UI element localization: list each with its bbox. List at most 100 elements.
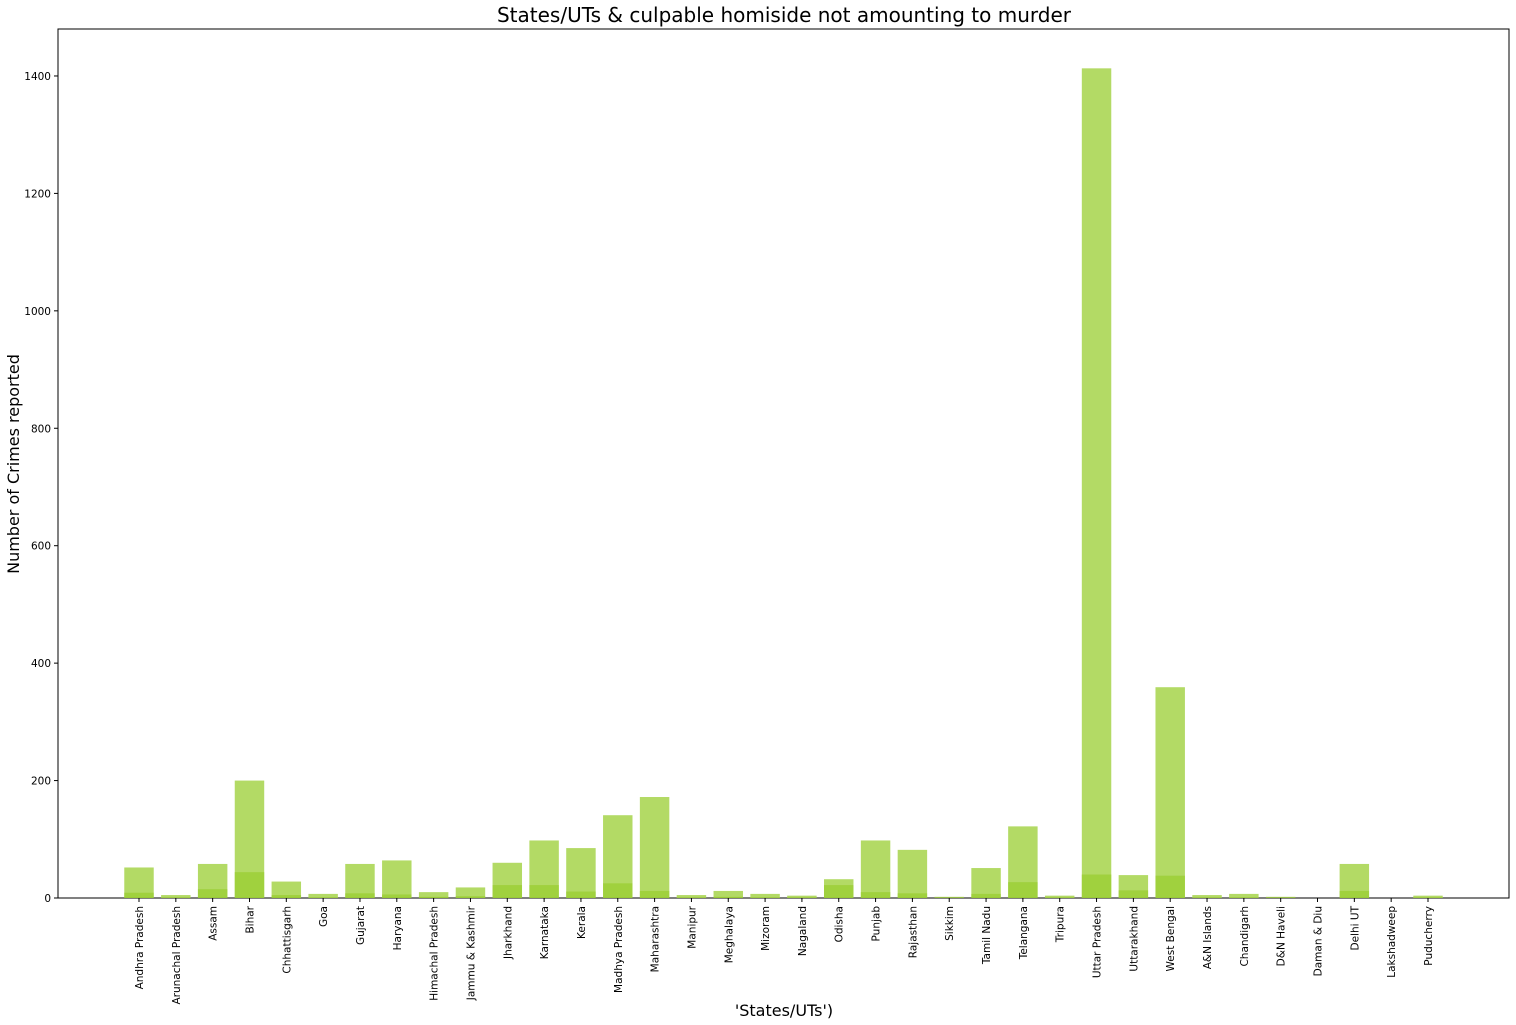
bar-series2-14	[639, 890, 670, 898]
bar-series2-33	[1339, 890, 1370, 898]
bar-series2-6	[345, 893, 375, 898]
x-tick-label: Jammu & Kashmir	[465, 905, 477, 1001]
y-tick-label: 200	[31, 776, 51, 788]
x-tick-label: Tamil Nadu	[981, 906, 993, 965]
x-tick-label: Jharkhand	[502, 906, 514, 960]
bar-series2-9	[455, 896, 486, 898]
x-tick-label: Arunachal Pradesh	[171, 906, 183, 1005]
x-tick-label: Punjab	[871, 906, 883, 942]
x-tick-label: Lakshadweep	[1386, 906, 1398, 978]
y-tick-label: 400	[31, 658, 51, 670]
bar-series2-24	[1008, 882, 1038, 898]
x-tick-label: Karnataka	[539, 906, 551, 959]
x-tick-label: Tripura	[1055, 906, 1067, 943]
bar-series1-29	[1192, 895, 1222, 898]
bar-series2-1	[161, 897, 191, 898]
bar-series1-22	[934, 896, 964, 898]
plot-frame	[57, 28, 1510, 899]
x-tick-label: Uttarakhand	[1128, 906, 1140, 972]
x-tick-label: Nagaland	[797, 906, 809, 956]
bar-series2-19	[824, 885, 854, 898]
x-tick-label: Manipur	[686, 905, 698, 948]
x-axis-label: 'States/UTs')	[735, 1001, 833, 1020]
bar-series2-8	[418, 896, 449, 898]
x-tick-label: Maharashtra	[650, 906, 662, 972]
bar-series1-1	[161, 895, 191, 898]
x-tick-label: Chandigarh	[1239, 906, 1251, 967]
x-tick-label: Daman & Diu	[1313, 906, 1325, 976]
bar-series1-26	[1081, 68, 1112, 899]
bar-series1-23	[971, 868, 1001, 898]
bar-series2-13	[603, 883, 633, 898]
bar-series1-16	[713, 890, 743, 898]
x-tick-label: Puducherry	[1423, 906, 1435, 966]
x-tick-label: A&N Islands	[1202, 906, 1214, 969]
bar-series2-18	[787, 897, 817, 898]
bar-series2-4	[271, 895, 302, 898]
x-tick-label: Meghalaya	[723, 906, 735, 963]
bars-layer	[124, 68, 1443, 899]
bar-series2-2	[197, 889, 228, 898]
y-tick-label: 1000	[24, 306, 51, 318]
x-tick-label: Sikkim	[944, 906, 956, 941]
bar-series1-6	[345, 863, 375, 898]
x-tick-label: Gujarat	[355, 906, 367, 945]
bar-series2-28	[1155, 875, 1185, 898]
bar-series2-21	[897, 893, 928, 898]
bar-series2-25	[1044, 897, 1075, 898]
x-tick-label: Haryana	[392, 906, 404, 950]
bar-series1-18	[787, 895, 817, 898]
bar-series2-27	[1118, 890, 1149, 898]
y-tick-label: 0	[44, 893, 51, 905]
bar-series2-15	[676, 897, 707, 898]
bar-series2-20	[860, 892, 891, 898]
x-tick-label: Delhi UT	[1349, 905, 1361, 950]
y-tick-label: 1400	[24, 71, 51, 83]
bar-series2-11	[529, 885, 559, 898]
bar-series1-15	[676, 895, 707, 898]
bar-series2-35	[1413, 897, 1443, 898]
plot-area: 0 200 400 600 800 1000 1200 1400 Andhra Pradesh…	[24, 28, 1510, 1005]
x-tick-label: Himachal Pradesh	[429, 906, 441, 1001]
y-tick-label: 600	[31, 541, 51, 553]
bar-series2-26	[1081, 874, 1112, 898]
bar-series2-5	[308, 897, 338, 898]
bar-series2-16	[713, 896, 743, 898]
y-tick-label: 1200	[24, 188, 51, 200]
bar-series2-17	[750, 897, 780, 898]
bar-series2-29	[1192, 897, 1222, 898]
x-tick-label: Andhra Pradesh	[134, 906, 146, 989]
bar-series2-12	[566, 891, 596, 898]
bar-series2-7	[382, 894, 412, 898]
bar-series1-35	[1413, 895, 1443, 898]
bar-series1-14	[639, 797, 670, 898]
bar-series1-4	[271, 881, 302, 898]
bar-series1-8	[418, 892, 449, 898]
x-tick-label: Assam	[208, 906, 220, 941]
x-tick-label: Rajasthan	[907, 906, 919, 958]
y-axis-ticks: 0 200 400 600 800 1000 1200 1400	[24, 71, 58, 905]
x-tick-label: Chhattisgarh	[281, 906, 293, 974]
bar-series1-21	[897, 849, 928, 898]
bar-series1-17	[750, 893, 780, 898]
y-tick-label: 800	[31, 423, 51, 435]
bar-series1-30	[1229, 893, 1259, 898]
x-tick-label: Mizoram	[760, 906, 772, 951]
bar-series1-7	[382, 860, 412, 898]
bar-series2-30	[1229, 897, 1259, 898]
bar-series2-10	[492, 885, 523, 898]
bar-series1-5	[308, 893, 338, 898]
bar-series1-31	[1265, 896, 1296, 898]
bar-series2-3	[234, 872, 265, 898]
x-tick-label: Uttar Pradesh	[1092, 906, 1104, 978]
bar-series1-28	[1155, 687, 1185, 898]
bar-series2-0	[124, 892, 154, 898]
bar-series1-9	[455, 887, 486, 898]
x-tick-label: D&N Haveli	[1276, 906, 1288, 966]
x-tick-label: Odisha	[834, 906, 846, 942]
x-tick-label: Madhya Pradesh	[613, 906, 625, 993]
x-tick-label: Telangana	[1018, 906, 1030, 960]
x-tick-label: Goa	[318, 906, 330, 927]
